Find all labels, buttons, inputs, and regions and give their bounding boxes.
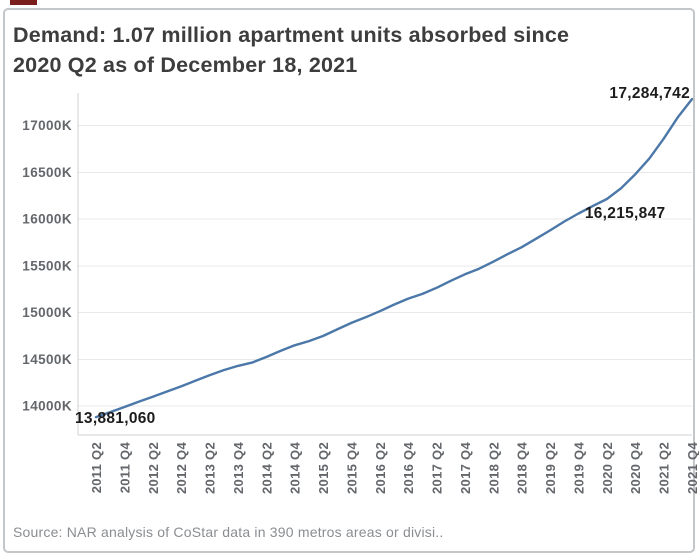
y-axis-label: 16500K bbox=[22, 165, 72, 180]
data-point-label: 16,215,847 bbox=[585, 205, 666, 222]
x-axis-label: 2011 Q2 bbox=[89, 442, 104, 493]
y-axis-label: 16000K bbox=[22, 212, 72, 227]
x-axis-label: 2019 Q4 bbox=[571, 442, 586, 494]
y-axis-label: 14500K bbox=[22, 352, 72, 367]
x-axis-label: 2021 Q4 bbox=[685, 442, 699, 494]
x-axis-label: 2014 Q2 bbox=[259, 442, 274, 494]
x-axis-label: 2017 Q2 bbox=[430, 442, 445, 494]
data-point-label: 17,284,742 bbox=[609, 85, 690, 102]
top-left-red-mark bbox=[10, 0, 37, 5]
x-axis-label: 2014 Q4 bbox=[288, 442, 303, 494]
x-axis-label: 2011 Q4 bbox=[117, 442, 132, 494]
demand-line-series bbox=[94, 97, 694, 419]
y-axis-label: 14000K bbox=[22, 399, 72, 414]
x-axis-label: 2016 Q2 bbox=[373, 442, 388, 494]
chart-title: Demand: 1.07 million apartment units abs… bbox=[13, 20, 673, 80]
chart-title-line2: 2020 Q2 as of December 18, 2021 bbox=[13, 53, 358, 77]
absorption-line-chart: 14000K 14500K 15000K 15500K 16000K 16500K 1700… bbox=[22, 85, 699, 494]
x-axis-label: 2017 Q4 bbox=[458, 442, 473, 494]
x-axis-label: 2015 Q2 bbox=[316, 442, 331, 494]
x-axis-label: 2012 Q4 bbox=[174, 442, 189, 494]
x-axis-label: 2018 Q4 bbox=[515, 442, 530, 494]
source-note: Source: NAR analysis of CoStar data in 3… bbox=[13, 524, 444, 540]
x-axis-label: 2021 Q2 bbox=[657, 442, 672, 494]
x-axis-label: 2015 Q4 bbox=[344, 442, 359, 494]
x-axis-label: 2019 Q2 bbox=[543, 442, 558, 494]
y-axis-label: 15000K bbox=[22, 305, 72, 320]
x-axis-label: 2020 Q2 bbox=[600, 442, 615, 494]
x-axis-label: 2016 Q4 bbox=[401, 442, 416, 494]
data-point-label: 13,881,060 bbox=[75, 410, 156, 427]
x-axis-label: 2018 Q2 bbox=[486, 442, 501, 494]
chart-title-line1: Demand: 1.07 million apartment units abs… bbox=[13, 23, 570, 47]
y-axis-label: 17000K bbox=[22, 118, 72, 133]
x-axis-label: 2012 Q2 bbox=[146, 442, 161, 494]
x-axis-label: 2020 Q4 bbox=[628, 442, 643, 494]
x-axis-label: 2013 Q2 bbox=[203, 442, 218, 494]
x-axis-label: 2013 Q4 bbox=[231, 442, 246, 494]
y-axis-label: 15500K bbox=[22, 258, 72, 273]
